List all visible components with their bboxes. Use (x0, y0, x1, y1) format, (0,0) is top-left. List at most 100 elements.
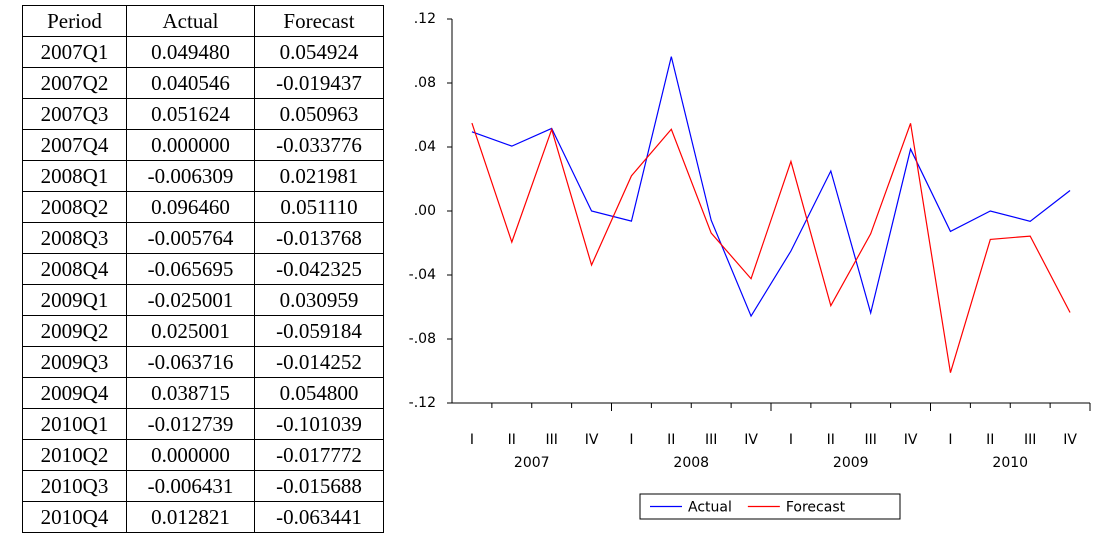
table-cell: 0.030959 (254, 284, 384, 316)
x-tick-label: II (508, 432, 516, 448)
table-cell: 2007Q2 (22, 67, 127, 99)
table-row: 2010Q1 -0.012739 -0.101039 (22, 408, 384, 440)
table-cell: -0.005764 (126, 222, 255, 254)
table-cell: -0.017772 (254, 439, 384, 471)
year-label: 2008 (673, 455, 709, 471)
year-label: 2007 (514, 455, 550, 471)
table-cell: 2009Q3 (22, 346, 127, 378)
x-tick-label: I (629, 432, 633, 448)
table-cell: 0.025001 (126, 315, 255, 347)
table-body: 2007Q1 0.049480 0.054924 2007Q2 0.040546 -0.0… (22, 36, 384, 533)
table-cell: -0.033776 (254, 129, 384, 161)
table-cell: -0.101039 (254, 408, 384, 440)
y-tick-label: -.04 (409, 267, 436, 283)
table-cell: 2009Q4 (22, 377, 127, 409)
column-header: Actual (126, 5, 255, 37)
year-label: 2010 (992, 455, 1028, 471)
table-cell: -0.059184 (254, 315, 384, 347)
table-row: 2009Q4 0.038715 0.054800 (22, 377, 384, 409)
table-row: 2010Q2 0.000000 -0.017772 (22, 439, 384, 471)
table-cell: -0.006431 (126, 470, 255, 502)
x-tick-label: II (827, 432, 835, 448)
x-tick-label: IV (744, 432, 758, 448)
table-cell: 2007Q4 (22, 129, 127, 161)
y-tick-label: -.08 (409, 331, 436, 347)
table-cell: 0.021981 (254, 160, 384, 192)
table-cell: -0.014252 (254, 346, 384, 378)
table-cell: 2008Q4 (22, 253, 127, 285)
table-row: 2007Q4 0.000000 -0.033776 (22, 129, 384, 161)
column-header: Forecast (254, 5, 384, 37)
table-row: 2008Q1 -0.006309 0.021981 (22, 160, 384, 192)
table-cell: 0.051110 (254, 191, 384, 223)
y-tick-label: -.12 (409, 395, 436, 411)
table-row: 2010Q3 -0.006431 -0.015688 (22, 470, 384, 502)
table-cell: 2010Q3 (22, 470, 127, 502)
x-tick-label: IV (1063, 432, 1077, 448)
table-cell: 2010Q4 (22, 501, 127, 533)
table-cell: 0.000000 (126, 129, 255, 161)
table-cell: 2010Q2 (22, 439, 127, 471)
table-row: 2010Q4 0.012821 -0.063441 (22, 501, 384, 533)
table-cell: 2007Q1 (22, 36, 127, 68)
x-tick-label: III (705, 432, 717, 448)
series-line (471, 122, 1071, 373)
x-tick-label: III (864, 432, 876, 448)
table-cell: -0.012739 (126, 408, 255, 440)
x-tick-label: I (789, 432, 793, 448)
y-tick-label: .04 (414, 139, 436, 155)
legend-box (639, 493, 901, 520)
table-cell: -0.013768 (254, 222, 384, 254)
x-tick-label: IV (904, 432, 918, 448)
x-tick-label: I (470, 432, 474, 448)
table-cell: 2010Q1 (22, 408, 127, 440)
table-row: 2009Q2 0.025001 -0.059184 (22, 315, 384, 347)
data-table: Period Actual Forecast 2007Q1 0.049480 0.054… (22, 5, 384, 533)
x-tick-label: II (986, 432, 994, 448)
table-cell: -0.063716 (126, 346, 255, 378)
legend-label: Actual (688, 500, 732, 516)
table-cell: 0.096460 (126, 191, 255, 223)
table-cell: 0.054924 (254, 36, 384, 68)
x-tick-label: II (667, 432, 675, 448)
table-cell: 2009Q2 (22, 315, 127, 347)
table-row: 2009Q3 -0.063716 -0.014252 (22, 346, 384, 378)
year-label: 2009 (833, 455, 869, 471)
table-cell: -0.042325 (254, 253, 384, 285)
table-cell: 2008Q1 (22, 160, 127, 192)
table-cell: -0.006309 (126, 160, 255, 192)
table-cell: -0.065695 (126, 253, 255, 285)
table-row: 2007Q3 0.051624 0.050963 (22, 98, 384, 130)
legend: Actual Forecast (639, 493, 901, 520)
x-tick-label: I (948, 432, 952, 448)
table-cell: 0.054800 (254, 377, 384, 409)
legend-label: Forecast (786, 500, 846, 516)
table-cell: -0.063441 (254, 501, 384, 533)
table-row: 2008Q3 -0.005764 -0.013768 (22, 222, 384, 254)
table-cell: 0.000000 (126, 439, 255, 471)
table-cell: 2009Q1 (22, 284, 127, 316)
table-cell: -0.015688 (254, 470, 384, 502)
table-cell: 0.038715 (126, 377, 255, 409)
column-header: Period (22, 5, 127, 37)
table-cell: 2008Q2 (22, 191, 127, 223)
table-row: 2008Q2 0.096460 0.051110 (22, 191, 384, 223)
table-row: 2007Q1 0.049480 0.054924 (22, 36, 384, 68)
x-tick-label: III (1024, 432, 1036, 448)
table-row: 2008Q4 -0.065695 -0.042325 (22, 253, 384, 285)
y-tick-label: .00 (414, 203, 436, 219)
table-cell: -0.025001 (126, 284, 255, 316)
table-cell: 0.050963 (254, 98, 384, 130)
table-row: 2007Q2 0.040546 -0.019437 (22, 67, 384, 99)
table-cell: 0.051624 (126, 98, 255, 130)
y-tick-label: .12 (414, 11, 436, 27)
table-header: Period Actual Forecast (22, 5, 384, 37)
table-cell: 0.049480 (126, 36, 255, 68)
table-cell: 2007Q3 (22, 98, 127, 130)
x-tick-label: III (545, 432, 557, 448)
series-line (471, 56, 1071, 318)
table-row: 2009Q1 -0.025001 0.030959 (22, 284, 384, 316)
y-tick-label: .08 (414, 75, 436, 91)
x-tick-label: IV (585, 432, 599, 448)
